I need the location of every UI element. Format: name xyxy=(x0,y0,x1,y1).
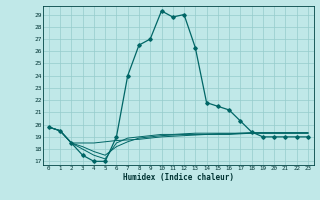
X-axis label: Humidex (Indice chaleur): Humidex (Indice chaleur) xyxy=(123,173,234,182)
